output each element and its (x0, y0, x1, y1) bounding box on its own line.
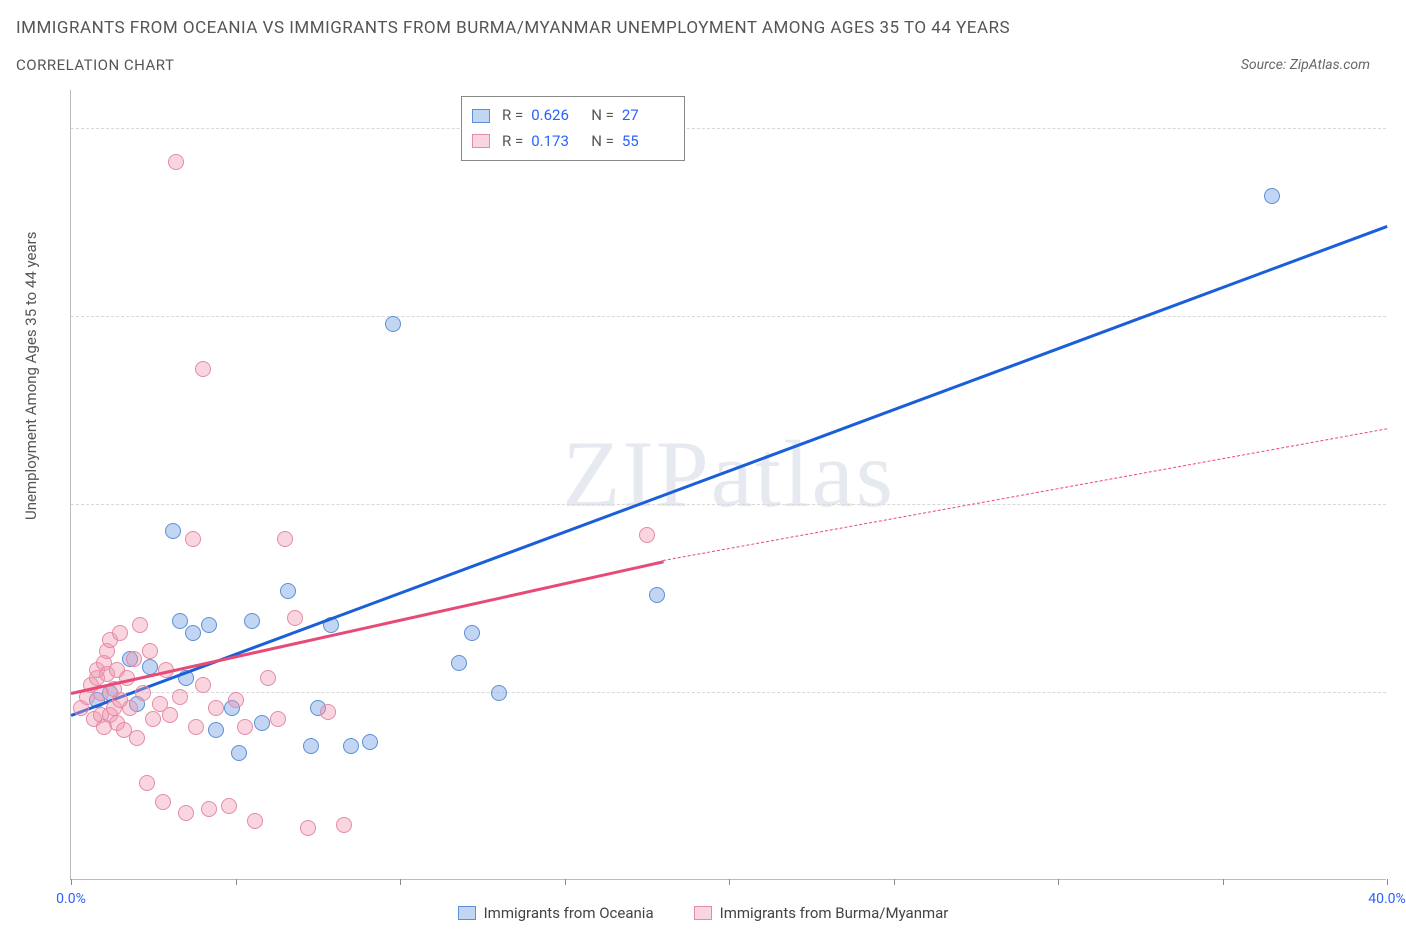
x-tick (894, 879, 895, 885)
scatter-point (280, 583, 296, 599)
x-tick (729, 879, 730, 885)
trend-line-dashed (663, 429, 1387, 562)
scatter-point (270, 711, 286, 727)
stat-label: R = (502, 129, 523, 155)
scatter-point (247, 813, 263, 829)
legend: Immigrants from Oceania Immigrants from B… (0, 904, 1406, 922)
series-swatch (472, 109, 490, 123)
stat-label: R = (502, 103, 523, 129)
scatter-point (195, 361, 211, 377)
scatter-point (172, 613, 188, 629)
scatter-point (237, 719, 253, 735)
scatter-point (244, 613, 260, 629)
x-tick (71, 879, 72, 885)
scatter-point (464, 625, 480, 641)
scatter-point (155, 794, 171, 810)
scatter-point (1264, 188, 1280, 204)
scatter-point (142, 643, 158, 659)
scatter-point (221, 798, 237, 814)
scatter-point (195, 677, 211, 693)
x-tick (400, 879, 401, 885)
x-tick (1058, 879, 1059, 885)
scatter-point (639, 527, 655, 543)
scatter-point (208, 722, 224, 738)
scatter-point (126, 651, 142, 667)
correlation-stats-box: R = 0.626 N = 27 R = 0.173 N = 55 (461, 96, 685, 161)
legend-label: Immigrants from Oceania (484, 904, 654, 922)
scatter-point (129, 730, 145, 746)
scatter-point (451, 655, 467, 671)
gridline (71, 128, 1386, 129)
stat-label: N = (591, 129, 614, 155)
scatter-point (185, 625, 201, 641)
scatter-point (188, 719, 204, 735)
scatter-point (172, 689, 188, 705)
chart-subtitle: CORRELATION CHART (16, 56, 174, 74)
scatter-point (185, 531, 201, 547)
scatter-point (231, 745, 247, 761)
n-value: 27 (622, 103, 670, 129)
scatter-point (145, 711, 161, 727)
series-swatch (472, 134, 490, 148)
scatter-point (303, 738, 319, 754)
r-value: 0.173 (531, 129, 579, 155)
scatter-point (362, 734, 378, 750)
x-tick (236, 879, 237, 885)
scatter-point (208, 700, 224, 716)
stats-row: R = 0.626 N = 27 (472, 103, 670, 129)
scatter-point (260, 670, 276, 686)
scatter-point (300, 820, 316, 836)
scatter-point (122, 700, 138, 716)
scatter-point (228, 692, 244, 708)
y-axis-label: Unemployment Among Ages 35 to 44 years (22, 232, 40, 520)
scatter-point (320, 704, 336, 720)
scatter-point (201, 617, 217, 633)
legend-swatch (458, 906, 476, 920)
scatter-point (168, 154, 184, 170)
legend-label: Immigrants from Burma/Myanmar (720, 904, 949, 922)
trend-line (71, 226, 1388, 717)
stats-row: R = 0.173 N = 55 (472, 129, 670, 155)
scatter-point (132, 617, 148, 633)
scatter-point (343, 738, 359, 754)
legend-swatch (694, 906, 712, 920)
chart-title: IMMIGRANTS FROM OCEANIA VS IMMIGRANTS FR… (16, 18, 1390, 38)
gridline (71, 692, 1386, 693)
gridline (71, 316, 1386, 317)
scatter-point (287, 610, 303, 626)
gridline (71, 504, 1386, 505)
scatter-point (277, 531, 293, 547)
r-value: 0.626 (531, 103, 579, 129)
scatter-point (254, 715, 270, 731)
scatter-point (165, 523, 181, 539)
plot-region: ZIPatlas 5.0%10.0%15.0%20.0%0.0%40.0%R =… (70, 90, 1386, 880)
scatter-point (385, 316, 401, 332)
legend-item: Immigrants from Burma/Myanmar (694, 904, 949, 922)
scatter-point (491, 685, 507, 701)
scatter-point (135, 685, 151, 701)
scatter-point (178, 805, 194, 821)
scatter-point (139, 775, 155, 791)
scatter-point (649, 587, 665, 603)
x-tick (1223, 879, 1224, 885)
scatter-point (336, 817, 352, 833)
chart-area: Unemployment Among Ages 35 to 44 years Z… (0, 90, 1406, 930)
n-value: 55 (622, 129, 670, 155)
legend-item: Immigrants from Oceania (458, 904, 654, 922)
scatter-point (112, 625, 128, 641)
scatter-point (201, 801, 217, 817)
scatter-point (162, 707, 178, 723)
x-tick (565, 879, 566, 885)
trend-line (71, 560, 664, 694)
stat-label: N = (591, 103, 614, 129)
source-attribution: Source: ZipAtlas.com (1241, 57, 1370, 73)
x-tick (1387, 879, 1388, 885)
